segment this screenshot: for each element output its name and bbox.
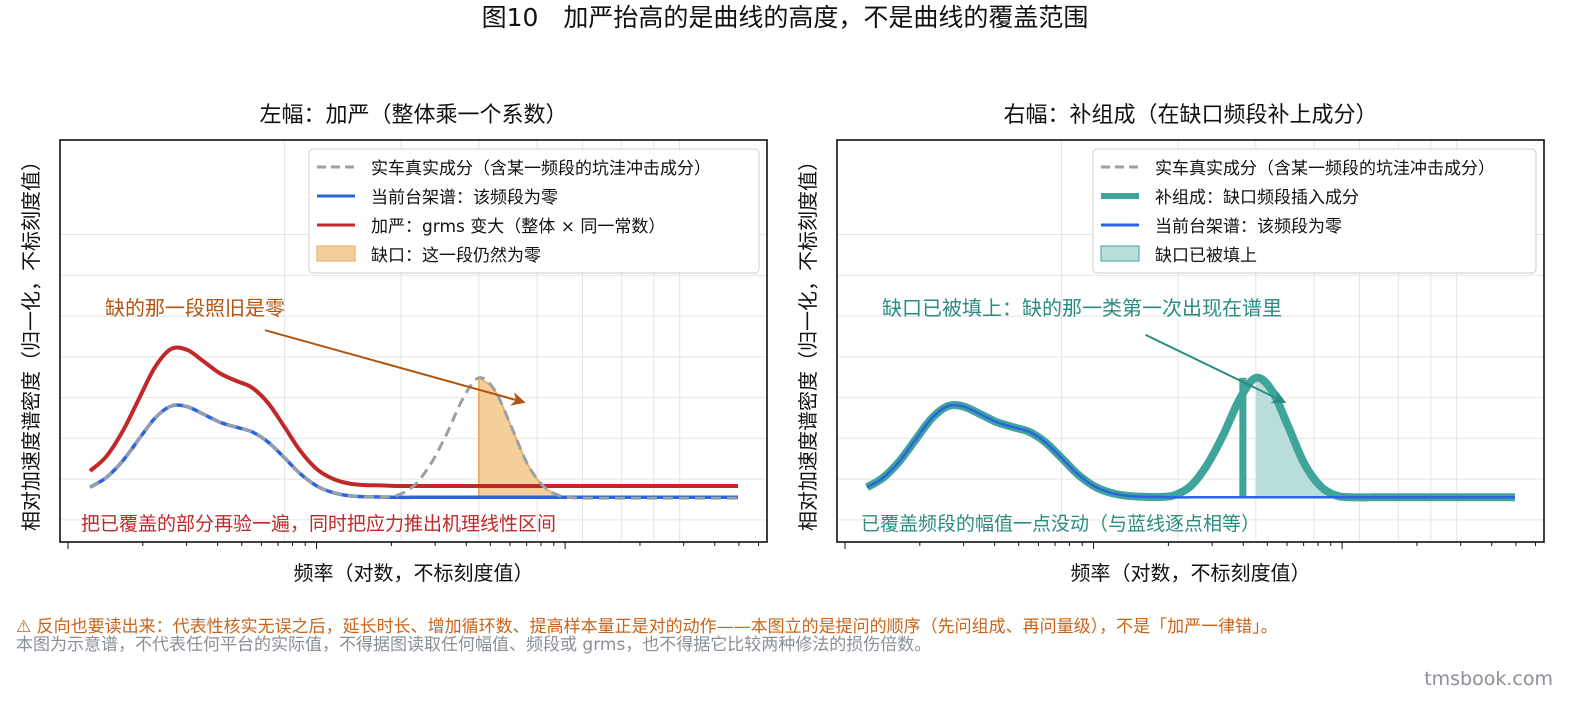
warning-note: ⚠ 反向也要读出来：代表性核实无误之后，延长时长、增加循环数、提高样本量正是对的…	[16, 617, 1278, 637]
legend-label: 当前台架谱：该频段为零	[1155, 217, 1342, 237]
bottom-annotation-text: 把已覆盖的部分再验一遍，同时把应力推出机理线性区间	[81, 513, 556, 535]
bottom-annotation-text: 已覆盖频段的幅值一点没动（与蓝线逐点相等）	[861, 513, 1260, 535]
legend-label: 实车真实成分（含某一频段的坑洼冲击成分）	[371, 159, 711, 179]
axes-frame	[59, 139, 768, 543]
figure-title: 图10 加严抬高的是曲线的高度，不是曲线的覆盖范围	[482, 3, 1089, 32]
disclaimer-note: 本图为示意谱，不代表任何平台的实际值，不得据图读取任何幅值、频段或 grms，也…	[16, 635, 932, 655]
annotation-text: 缺的那一段照旧是零	[105, 296, 285, 320]
panel-title: 左幅：加严（整体乘一个系数）	[259, 103, 567, 128]
legend-label: 实车真实成分（含某一频段的坑洼冲击成分）	[1155, 159, 1495, 179]
annotation-text: 缺口已被填上：缺的那一类第一次出现在谱里	[882, 296, 1282, 320]
annotation-arrow	[264, 329, 526, 406]
x-axis-label: 频率（对数，不标刻度值）	[294, 561, 534, 585]
right-panel: 右幅：补组成（在缺口频段补上成分） 频率（对数，不标刻度值） 相对加速度谱密度（归一…	[796, 103, 1545, 585]
annotation-arrow	[1145, 333, 1287, 404]
series-current-line	[89, 403, 738, 500]
brand-watermark: tmsbook.com	[1424, 668, 1553, 690]
legend-label: 补组成：缺口频段插入成分	[1155, 188, 1359, 208]
series-truth-dashed	[89, 376, 738, 500]
y-axis-label: 相对加速度谱密度（归一化，不标刻度值）	[19, 151, 43, 531]
legend-label: 缺口已被填上	[1155, 246, 1257, 266]
legend-swatch	[316, 245, 356, 262]
legend-label: 加严：grms 变大（整体 × 同一常数）	[371, 217, 665, 237]
y-axis-label: 相对加速度谱密度（归一化，不标刻度值）	[796, 151, 820, 531]
series-severe-line	[88, 345, 738, 489]
axes-frame	[836, 139, 1545, 543]
series-current-line	[866, 403, 1515, 499]
legend-label: 当前台架谱：该频段为零	[371, 188, 558, 208]
plot-area	[837, 140, 1544, 542]
filled-gap-area	[1255, 377, 1370, 499]
left-panel: 左幅：加严（整体乘一个系数） 频率（对数，不标刻度值） 相对加速度谱密度（归一化，不…	[19, 103, 768, 585]
x-axis-label: 频率（对数，不标刻度值）	[1071, 561, 1311, 585]
legend-box	[1092, 148, 1537, 274]
legend-label: 缺口：这一段仍然为零	[371, 246, 541, 266]
legend-box	[308, 148, 760, 274]
legend-swatch	[1100, 245, 1140, 262]
panel-title: 右幅：补组成（在缺口频段补上成分）	[1003, 103, 1377, 128]
